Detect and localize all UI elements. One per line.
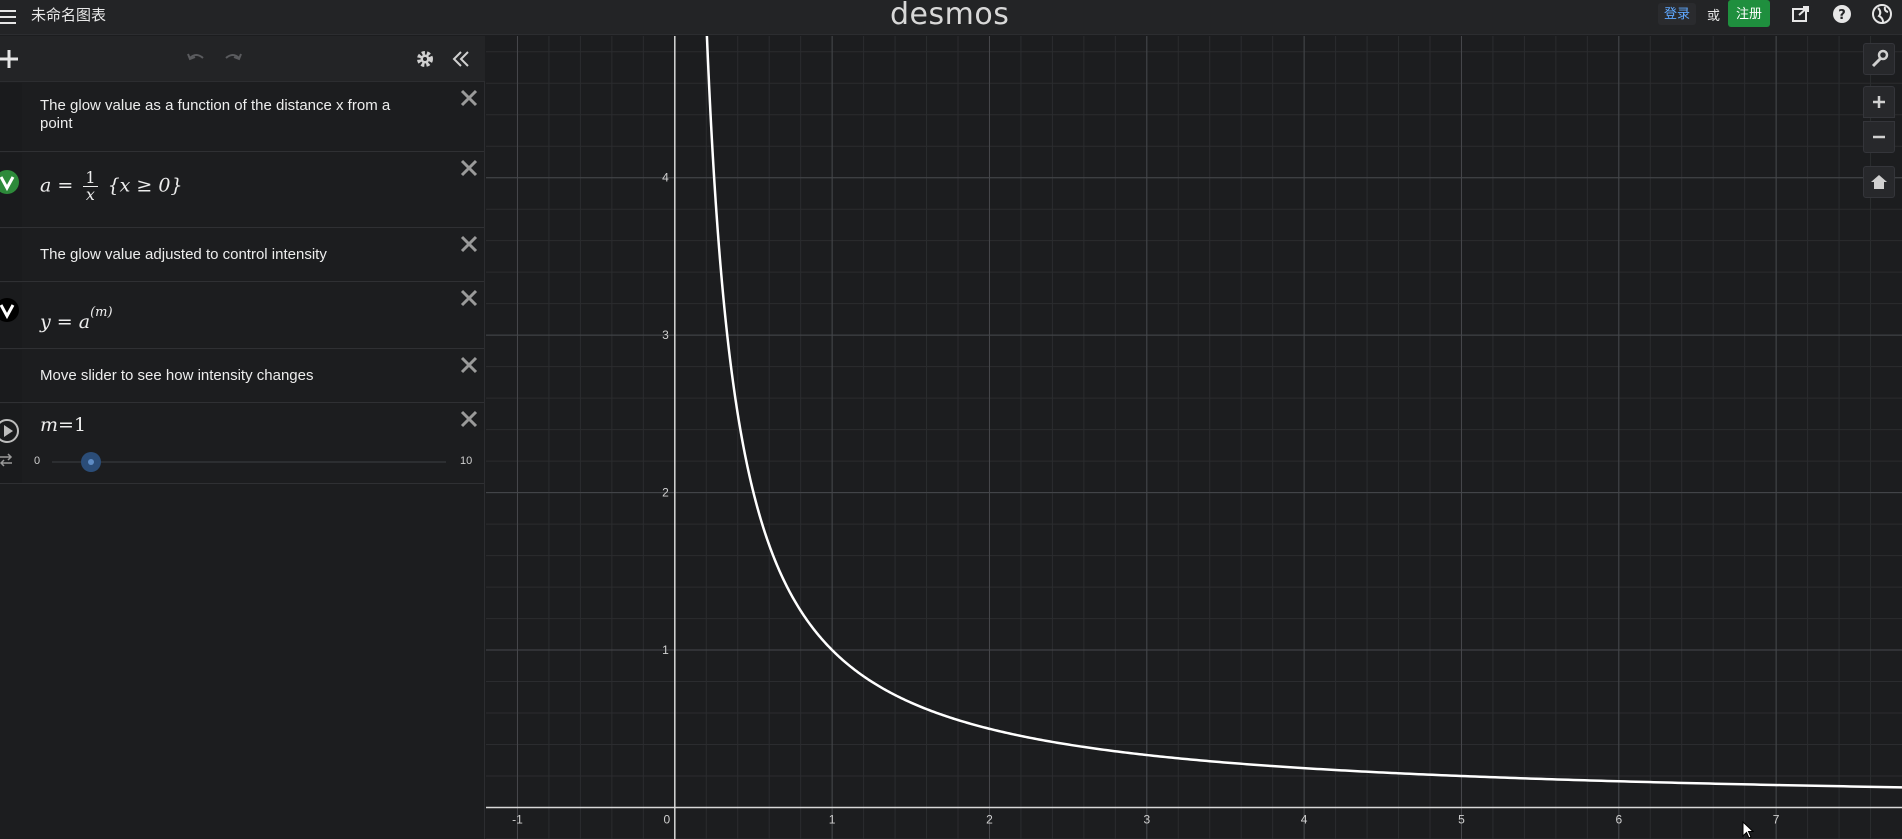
delete-icon[interactable] (460, 410, 478, 428)
x-tick-label: 0 (663, 813, 670, 827)
redo-icon[interactable] (222, 48, 244, 70)
y-tick-label: 3 (662, 328, 669, 342)
zoom-in-button[interactable] (1863, 86, 1895, 118)
fraction: 1 x (83, 168, 98, 204)
graph-settings-button[interactable] (1863, 43, 1895, 75)
slider-thumb[interactable] (81, 452, 102, 472)
delete-icon[interactable] (460, 356, 478, 374)
delete-icon[interactable] (460, 289, 478, 307)
menu-icon[interactable] (0, 6, 18, 28)
curve-y-equals-a-power-m (705, 36, 1902, 789)
math-lhs: y (40, 311, 51, 333)
play-icon[interactable] (0, 418, 20, 444)
signup-button[interactable]: 注册 (1728, 0, 1771, 27)
graph-canvas[interactable]: -1 0 1 2 3 4 5 6 7 1 2 3 4 (486, 36, 1902, 839)
login-button[interactable]: 登录 (1658, 3, 1697, 25)
collapse-panel-icon[interactable] (450, 48, 472, 70)
note-tab (0, 350, 22, 402)
math-eq: = (58, 414, 74, 436)
note-row[interactable]: The glow value adjusted to control inten… (0, 229, 484, 282)
graph-visibility-icon[interactable] (0, 169, 20, 195)
delete-icon[interactable] (460, 235, 478, 253)
x-tick-label: 4 (1301, 813, 1308, 827)
share-icon[interactable] (1790, 3, 1812, 25)
note-tab (0, 83, 22, 151)
y-tick-label: 2 (662, 486, 669, 500)
expression-panel: The glow value as a function of the dist… (0, 36, 485, 839)
slider-track[interactable] (52, 461, 446, 463)
graph-paper[interactable]: -1 0 1 2 3 4 5 6 7 1 2 3 4 (486, 36, 1902, 839)
slider-row[interactable]: m=1 0 10 (0, 404, 484, 484)
note-row[interactable]: Move slider to see how intensity changes (0, 350, 484, 403)
math-input[interactable]: m=1 (40, 414, 86, 436)
math-input[interactable]: a = 1 x {x ≥ 0} (40, 170, 183, 203)
minus-icon (1873, 135, 1885, 139)
math-lhs: m (40, 414, 59, 436)
note-text[interactable]: Move slider to see how intensity changes (40, 367, 314, 384)
expression-toolbar (0, 36, 485, 82)
fraction-numerator: 1 (83, 168, 98, 187)
note-row[interactable]: The glow value as a function of the dist… (0, 83, 484, 152)
expression-row[interactable]: a = 1 x {x ≥ 0} (0, 153, 484, 228)
domain-restriction: {x ≥ 0} (107, 174, 183, 197)
undo-icon[interactable] (185, 48, 207, 70)
fraction-denominator: x (85, 185, 95, 204)
graph-title[interactable]: 未命名图表 (31, 7, 107, 24)
slider-value: 1 (73, 414, 87, 436)
help-icon[interactable]: ? (1831, 3, 1853, 25)
globe-icon[interactable] (1871, 3, 1893, 25)
loop-direction-icon[interactable] (0, 453, 14, 467)
plus-icon (1873, 96, 1885, 108)
svg-text:?: ? (1838, 8, 1846, 23)
math-eq: = (56, 311, 73, 333)
wrench-icon (1871, 49, 1889, 68)
math-input[interactable]: y = a(m) (40, 305, 113, 333)
add-expression-icon[interactable] (0, 48, 22, 70)
x-tick-label: 1 (829, 813, 836, 827)
x-tick-label: 6 (1615, 813, 1622, 827)
or-label: 或 (1707, 8, 1721, 23)
desmos-logo: desmos (890, 0, 1010, 32)
note-tab (0, 229, 22, 281)
math-exponent: (m) (90, 305, 113, 320)
x-tick-label: 5 (1458, 813, 1465, 827)
math-base: a (78, 311, 91, 333)
math-eq: = (57, 174, 74, 197)
default-viewport-button[interactable] (1863, 166, 1895, 198)
top-bar: 未命名图表 desmos 登录 或 注册 ? (0, 0, 1902, 35)
settings-gear-icon[interactable] (414, 48, 436, 70)
mouse-cursor-icon (1742, 821, 1754, 839)
graph-visibility-icon[interactable] (0, 297, 20, 323)
note-text[interactable]: The glow value adjusted to control inten… (40, 246, 327, 263)
expression-row[interactable]: y = a(m) (0, 283, 484, 349)
delete-icon[interactable] (460, 89, 478, 107)
x-tick-label: 2 (986, 813, 993, 827)
math-lhs: a (40, 174, 52, 197)
note-text[interactable]: The glow value as a function of the dist… (40, 97, 391, 132)
delete-icon[interactable] (460, 159, 478, 177)
zoom-out-button[interactable] (1863, 121, 1895, 153)
x-tick-label: 7 (1773, 813, 1780, 827)
slider-min-label[interactable]: 0 (34, 455, 41, 467)
home-icon (1871, 175, 1887, 189)
slider-max-label[interactable]: 10 (460, 455, 473, 467)
x-tick-label: 3 (1143, 813, 1150, 827)
x-tick-label: -1 (512, 813, 523, 827)
y-tick-label: 4 (662, 171, 669, 185)
y-tick-label: 1 (662, 643, 669, 657)
